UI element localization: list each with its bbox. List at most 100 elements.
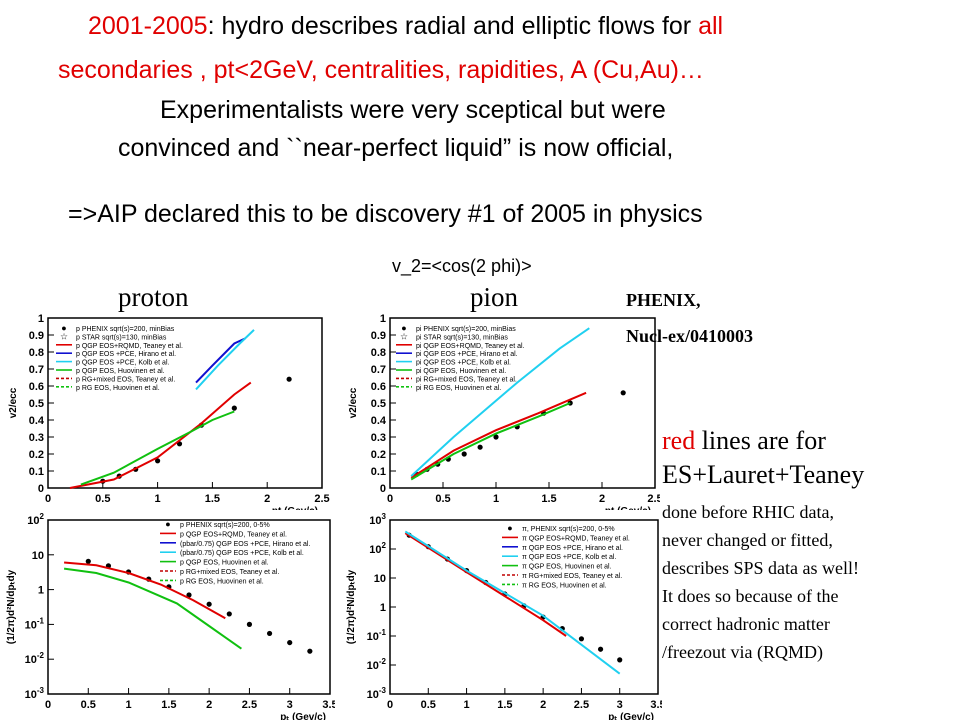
- series-line: [195, 329, 255, 391]
- legend-marker: ☆: [60, 331, 68, 341]
- x-tick-label: 1: [464, 699, 470, 711]
- data-point: [155, 458, 161, 464]
- headline-text: : hydro describes radial and elliptic fl…: [207, 12, 699, 40]
- series-line: [410, 391, 587, 479]
- y-tick-label: 10: [32, 550, 44, 562]
- data-point: [493, 434, 499, 440]
- headline-line-4: convinced and ``near-perfect liquid” is …: [118, 134, 674, 162]
- y-tick-label: 10-2: [25, 651, 45, 666]
- data-point: [477, 444, 483, 450]
- legend-entry: p STAR sqrt(s)=130, minBias: [76, 334, 167, 341]
- legend-entry: p PHENIX sqrt(s)=200, minBias: [76, 326, 175, 333]
- y-tick-label: 0.9: [29, 330, 44, 342]
- y-tick-label: 0.8: [29, 347, 44, 359]
- y-tick-label: 0.5: [29, 398, 44, 410]
- y-tick-label: 1: [38, 313, 44, 325]
- legend-entry: p PHENIX sqrt(s)=200, 0-5%: [180, 522, 270, 529]
- pion-v2-chart: 0 0.5 1 1.5 2 2.5pt (Gev/c) 0 0.1 0.2 0.3 0.4 0.5 0.…: [348, 313, 660, 510]
- x-tick-label: 1.5: [497, 699, 512, 711]
- y-tick-label: 1: [380, 313, 386, 325]
- data-point: [287, 639, 293, 646]
- data-point: [246, 621, 253, 627]
- y-tick-label: 1: [38, 585, 44, 597]
- formula-subtitle: v_2=<cos(2 phi)>: [392, 256, 532, 276]
- series-line: [410, 327, 590, 477]
- y-tick-label: 0.6: [371, 381, 386, 393]
- pion-label: pion: [470, 282, 519, 312]
- data-point: [266, 630, 273, 637]
- data-point: [206, 601, 212, 607]
- x-axis-label: pt (Gev/c): [272, 506, 318, 510]
- legend-entry: π QGP EOS +PCE, Kolb et al.: [522, 554, 616, 561]
- x-axis-label: pt (Gev/c): [605, 506, 651, 510]
- series-line: [69, 381, 252, 489]
- series-line: [404, 530, 621, 675]
- legend-entry: p QGP EOS +PCE, Hirano et al.: [76, 351, 176, 358]
- note-line-5: describes SPS data as well!: [662, 558, 859, 578]
- x-axis-label: pₜ (Gev/c): [280, 712, 326, 720]
- headline-line-2: secondaries , pt<2GeV, centralities, rap…: [58, 56, 704, 84]
- x-axis-label: pₜ (Gev/c): [608, 712, 654, 720]
- y-tick-label: 10-3: [25, 686, 45, 701]
- legend-entry: p RG+mixed EOS, Teaney et al.: [180, 569, 279, 576]
- x-tick-label: 2: [540, 699, 546, 711]
- y-tick-label: 10: [374, 573, 386, 585]
- legend-entry: p QGP EOS, Huovinen et al.: [180, 560, 269, 567]
- headline-line-3: Experimentalists were very sceptical but…: [160, 96, 666, 124]
- y-tick-label: 0.8: [371, 347, 386, 359]
- x-tick-label: 1: [126, 699, 132, 711]
- x-tick-label: 0.5: [95, 493, 110, 505]
- x-tick-label: 0: [45, 699, 51, 711]
- x-tick-label: 2: [599, 493, 605, 505]
- y-tick-label: 0.2: [371, 449, 386, 461]
- y-tick-label: 0.7: [371, 364, 386, 376]
- data-point: [578, 636, 585, 642]
- y-tick-label: 10-2: [367, 657, 387, 672]
- x-tick-label: 2.5: [314, 493, 329, 505]
- x-tick-label: 2: [264, 493, 270, 505]
- y-axis-label: (1/2π)d²N/dpₜdy: [346, 569, 357, 644]
- y-tick-label: 10-1: [367, 628, 387, 643]
- x-tick-label: 0: [45, 493, 51, 505]
- data-point: [461, 451, 467, 457]
- x-tick-label: 0.5: [435, 493, 450, 505]
- data-point: [307, 648, 313, 654]
- headline-line-5: =>AIP declared this to be discovery #1 o…: [68, 200, 703, 228]
- data-point: [286, 376, 292, 382]
- legend-marker: ☆: [400, 331, 408, 341]
- note-line-4: never changed or fitted,: [662, 530, 833, 550]
- note-line-8: /freezout via (RQMD): [662, 642, 823, 662]
- data-point: [597, 646, 604, 652]
- series-line: [410, 402, 571, 481]
- y-tick-label: 0.4: [29, 415, 45, 427]
- legend-entry: p RG EOS, Huovinen et al.: [76, 385, 160, 392]
- x-tick-label: 0.5: [81, 699, 96, 711]
- y-tick-label: 0.3: [371, 432, 386, 444]
- plot-frame: [47, 519, 331, 695]
- x-tick-label: 2.5: [574, 699, 589, 711]
- legend-entry: p RG+mixed EOS, Teaney et al.: [76, 376, 175, 383]
- series-line: [80, 410, 235, 486]
- legend-entry: π RG+mixed EOS, Teaney et al.: [522, 573, 622, 580]
- legend-entry: p QGP EOS+RQMD, Teaney et al.: [76, 343, 183, 350]
- x-tick-label: 1.5: [205, 493, 220, 505]
- reference-line-2: Nucl-ex/0410003: [626, 326, 753, 346]
- legend-entry: π RG EOS, Huovinen et al.: [522, 582, 607, 589]
- x-tick-label: 0: [387, 493, 393, 505]
- pion-spectra-chart: 0 0.5 1 1.5 2 2.5 3 3.5pₜ (Gev/c) 10-3 10-2 10-1 1 1…: [346, 512, 662, 720]
- series-line: [195, 337, 246, 384]
- data-point: [231, 405, 237, 411]
- y-tick-label: 0.9: [371, 330, 386, 342]
- note-red-word: red: [662, 426, 696, 455]
- data-point: [617, 657, 623, 663]
- legend-entry: pi RG EOS, Huovinen et al.: [416, 385, 501, 392]
- legend-entry: pi STAR sqrt(s)=130, minBias: [416, 334, 508, 341]
- x-tick-label: 0: [387, 699, 393, 711]
- proton-spectra-chart: 0 0.5 1 1.5 2 2.5 3 3.5pₜ (Gev/c) 10-3 10-2 10-1 1 1…: [6, 512, 335, 720]
- legend-entry: pi QGP EOS, Huovinen et al.: [416, 368, 506, 375]
- note-line-6: It does so because of the: [662, 586, 839, 606]
- y-axis-label: (1/2π)d²N/dpₜdy: [6, 569, 17, 644]
- legend-entry: pi QGP EOS +PCE, Kolb et al.: [416, 360, 511, 367]
- legend-marker: ●: [61, 323, 66, 333]
- series-line: [64, 561, 226, 620]
